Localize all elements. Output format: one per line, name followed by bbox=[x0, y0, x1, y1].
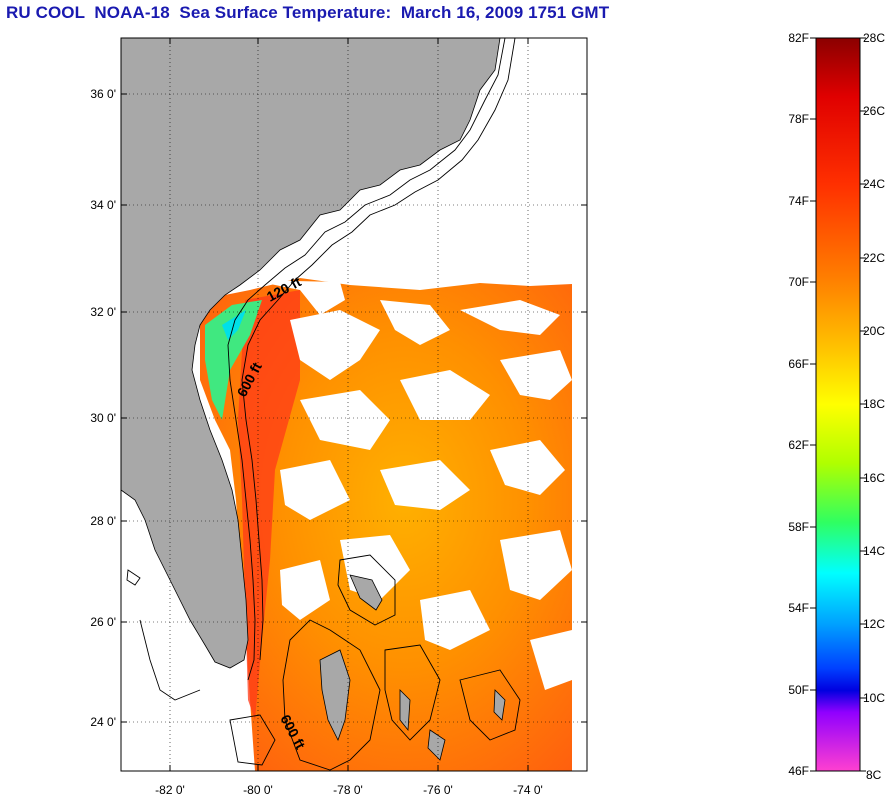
celsius-tick-label: 26C bbox=[863, 104, 885, 118]
colorbar-gradient bbox=[815, 37, 861, 772]
celsius-tick-label: 12C bbox=[863, 617, 885, 631]
lon-tick-label: -80 0' bbox=[243, 783, 273, 797]
celsius-tick-label: 10C bbox=[863, 691, 885, 705]
lon-tick-label: -76 0' bbox=[423, 783, 453, 797]
fahrenheit-tick-label: 82F bbox=[788, 31, 809, 45]
fahrenheit-tick-label: 70F bbox=[788, 275, 809, 289]
lat-axis: 36 0' 34 0' 32 0' 30 0' 28 0' 26 0' 24 0… bbox=[90, 87, 587, 729]
fahrenheit-tick-label: 50F bbox=[788, 683, 809, 697]
celsius-tick-label: 16C bbox=[863, 471, 885, 485]
lat-tick-label: 26 0' bbox=[90, 615, 116, 629]
fahrenheit-tick-label: 74F bbox=[788, 194, 809, 208]
gulf-stream-band bbox=[238, 290, 300, 720]
fahrenheit-tick-label: 62F bbox=[788, 438, 809, 452]
land-mainland bbox=[121, 38, 501, 669]
map-plot: 120 ft 600 ft 600 ft bbox=[121, 38, 587, 771]
celsius-tick-label: 22C bbox=[863, 251, 885, 265]
lat-tick-label: 36 0' bbox=[90, 87, 116, 101]
lat-tick-label: 24 0' bbox=[90, 715, 116, 729]
lat-tick-label: 30 0' bbox=[90, 411, 116, 425]
lat-tick-label: 34 0' bbox=[90, 198, 116, 212]
island-andros bbox=[319, 649, 351, 742]
map-title: RU COOL NOAA-18 Sea Surface Temperature:… bbox=[6, 3, 610, 22]
fahrenheit-tick-label: 58F bbox=[788, 520, 809, 534]
lon-tick-label: -82 0' bbox=[155, 783, 185, 797]
island-grand-bahama bbox=[349, 574, 383, 611]
lon-axis: -82 0' -80 0' -78 0' -76 0' -74 0' bbox=[155, 38, 543, 797]
celsius-tick-label: 18C bbox=[863, 397, 885, 411]
celsius-tick-label: 14C bbox=[863, 544, 885, 558]
cloud-patches bbox=[250, 280, 572, 690]
lat-tick-label: 28 0' bbox=[90, 514, 116, 528]
celsius-tick-label: 24C bbox=[863, 177, 885, 191]
celsius-tick-label: 8C bbox=[866, 768, 882, 782]
fahrenheit-tick-label: 54F bbox=[788, 601, 809, 615]
fahrenheit-tick-label: 66F bbox=[788, 357, 809, 371]
map-frame bbox=[120, 37, 588, 772]
bathymetry-contours bbox=[126, 38, 521, 771]
lon-tick-label: -78 0' bbox=[333, 783, 363, 797]
celsius-tick-label: 28C bbox=[863, 31, 885, 45]
lon-tick-label: -74 0' bbox=[513, 783, 543, 797]
lat-tick-label: 32 0' bbox=[90, 305, 116, 319]
map-gridlines bbox=[121, 38, 587, 771]
fahrenheit-tick-label: 78F bbox=[788, 112, 809, 126]
fahrenheit-tick-label: 46F bbox=[788, 764, 809, 778]
colorbar: 82F 78F 74F 70F 66F 62F 58F 54F 50F 46F … bbox=[788, 31, 885, 782]
celsius-tick-label: 20C bbox=[863, 324, 885, 338]
nearshore-cool-band bbox=[205, 300, 262, 420]
